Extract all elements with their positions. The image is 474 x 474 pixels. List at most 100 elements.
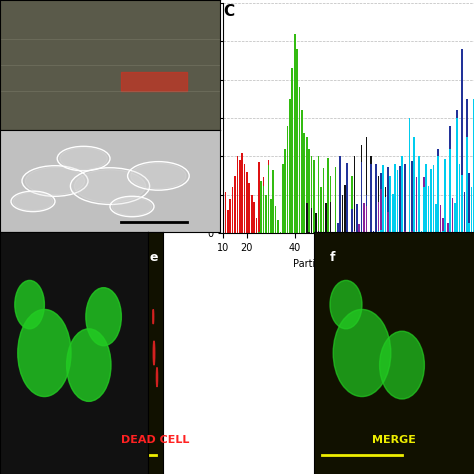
Bar bbox=[229, 199, 231, 233]
Bar bbox=[328, 157, 329, 233]
Bar bbox=[461, 49, 463, 233]
Bar bbox=[255, 218, 257, 233]
Bar bbox=[397, 231, 398, 233]
Bar bbox=[423, 191, 425, 233]
Bar bbox=[380, 232, 382, 233]
Bar bbox=[339, 156, 341, 233]
Bar bbox=[471, 232, 473, 233]
Bar bbox=[337, 231, 338, 233]
Bar bbox=[387, 212, 389, 233]
Circle shape bbox=[15, 281, 45, 329]
Bar bbox=[227, 210, 228, 233]
Bar bbox=[404, 231, 406, 233]
Bar bbox=[452, 232, 453, 233]
Bar bbox=[315, 213, 317, 233]
Bar bbox=[363, 203, 365, 233]
Bar bbox=[447, 231, 448, 233]
Bar bbox=[268, 164, 269, 233]
Bar bbox=[265, 195, 267, 233]
Bar bbox=[365, 137, 367, 233]
Text: MERGE: MERGE bbox=[372, 435, 416, 445]
Bar bbox=[318, 156, 319, 233]
Bar bbox=[473, 232, 474, 233]
Bar bbox=[346, 164, 348, 233]
Bar bbox=[237, 156, 238, 233]
Bar bbox=[425, 164, 427, 233]
Bar bbox=[397, 170, 398, 233]
Bar bbox=[438, 156, 439, 233]
Bar bbox=[409, 231, 410, 233]
Bar bbox=[411, 161, 413, 233]
Bar bbox=[416, 231, 418, 233]
Circle shape bbox=[131, 163, 186, 189]
X-axis label: Particle Diameter (um): Particle Diameter (um) bbox=[292, 258, 404, 268]
Bar bbox=[440, 207, 441, 233]
Bar bbox=[418, 201, 420, 233]
Bar bbox=[471, 212, 473, 233]
Bar bbox=[413, 175, 415, 233]
Bar bbox=[335, 167, 336, 233]
Bar bbox=[373, 231, 374, 233]
Bar bbox=[423, 187, 425, 233]
Bar bbox=[234, 175, 236, 233]
Bar bbox=[370, 164, 372, 233]
Text: DEAD CELL: DEAD CELL bbox=[121, 435, 190, 445]
Bar bbox=[466, 203, 468, 233]
Bar bbox=[344, 185, 346, 233]
Bar bbox=[433, 232, 434, 233]
Bar bbox=[456, 223, 458, 233]
Bar bbox=[306, 137, 308, 233]
Bar bbox=[413, 187, 415, 233]
Bar bbox=[282, 164, 283, 233]
Bar bbox=[452, 198, 453, 233]
Bar bbox=[392, 232, 393, 233]
Bar bbox=[292, 68, 293, 233]
Bar bbox=[399, 166, 401, 233]
Circle shape bbox=[13, 192, 53, 210]
Bar bbox=[315, 232, 317, 233]
Bar bbox=[225, 191, 226, 233]
Bar bbox=[253, 202, 255, 233]
Bar bbox=[263, 186, 264, 233]
Circle shape bbox=[86, 288, 121, 346]
Bar bbox=[351, 209, 353, 233]
Bar bbox=[378, 231, 379, 233]
Bar bbox=[452, 232, 453, 233]
Bar bbox=[349, 232, 351, 233]
Bar bbox=[428, 232, 429, 233]
Bar bbox=[383, 165, 384, 233]
Bar bbox=[385, 204, 386, 233]
Circle shape bbox=[380, 331, 424, 399]
Bar bbox=[354, 164, 356, 233]
Bar bbox=[387, 167, 389, 233]
Bar bbox=[284, 149, 286, 233]
Bar bbox=[401, 195, 403, 233]
Bar bbox=[363, 207, 365, 233]
Bar bbox=[404, 164, 406, 233]
Bar bbox=[289, 99, 291, 233]
Bar bbox=[378, 175, 379, 233]
Bar bbox=[365, 206, 367, 233]
Bar bbox=[390, 195, 391, 233]
Bar bbox=[351, 175, 353, 233]
Bar bbox=[273, 170, 274, 233]
Bar bbox=[244, 164, 246, 233]
Bar bbox=[428, 186, 429, 233]
Bar bbox=[464, 191, 465, 233]
Bar bbox=[413, 137, 415, 233]
Bar bbox=[308, 149, 310, 233]
Bar bbox=[459, 165, 461, 233]
Bar bbox=[418, 232, 420, 233]
Bar bbox=[433, 193, 434, 233]
Bar bbox=[464, 231, 465, 233]
Circle shape bbox=[153, 341, 155, 365]
Bar bbox=[380, 173, 382, 233]
Bar bbox=[310, 208, 312, 233]
Bar bbox=[454, 228, 456, 233]
Circle shape bbox=[60, 147, 107, 170]
Text: C: C bbox=[223, 4, 234, 19]
Bar bbox=[404, 232, 406, 233]
Bar bbox=[466, 99, 468, 233]
Bar bbox=[461, 187, 463, 233]
Bar bbox=[370, 156, 372, 233]
